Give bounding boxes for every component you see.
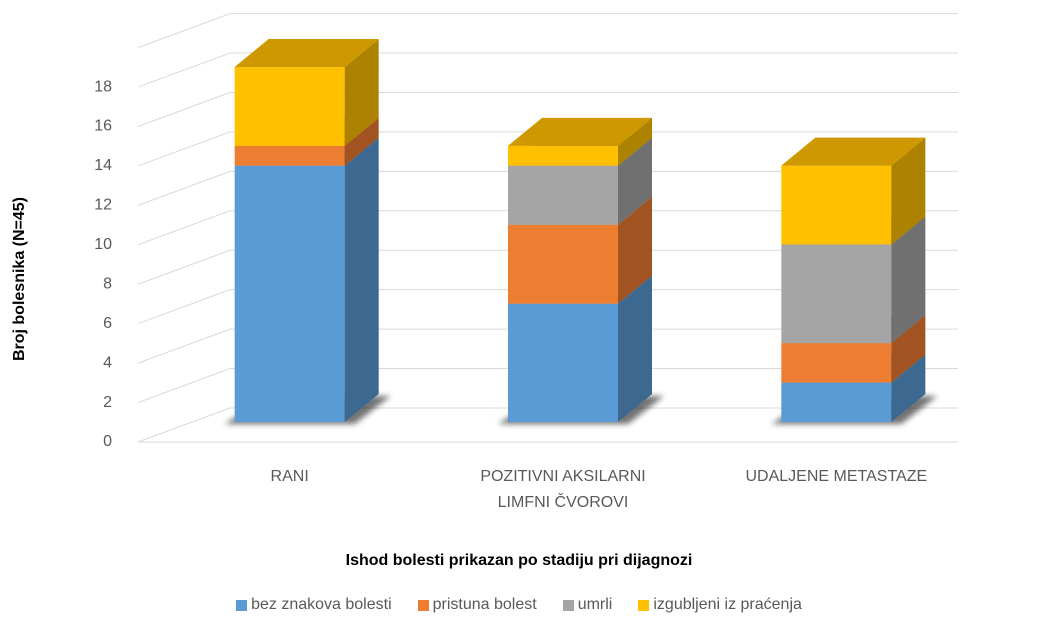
grid-line — [137, 289, 958, 325]
bar-side-shade — [344, 117, 379, 166]
bar-top — [234, 39, 379, 68]
bar — [508, 303, 618, 422]
y-tick-label: 10 — [94, 236, 112, 253]
bar-side-shade — [891, 354, 926, 422]
legend-label: izgubljeni iz praćenja — [653, 596, 802, 613]
bar — [508, 145, 618, 166]
bar-side — [891, 137, 926, 245]
bar-side-shade — [618, 117, 652, 166]
bar-top-shade — [781, 137, 926, 166]
bar-side — [344, 137, 379, 422]
y-tick-label: 8 — [103, 275, 112, 292]
bar-side — [618, 137, 652, 225]
grid-line — [137, 131, 958, 167]
bar — [781, 165, 892, 245]
bar — [234, 67, 345, 146]
bar-side-shade — [618, 196, 652, 304]
grid-line — [137, 407, 958, 443]
y-tick-label: 16 — [94, 118, 112, 135]
legend-item: umrli — [562, 596, 613, 614]
bar — [781, 343, 892, 383]
legend-swatch — [417, 599, 429, 611]
bar-side-shade — [618, 137, 652, 225]
y-tick-label: 18 — [94, 78, 112, 95]
bar-side — [618, 275, 652, 422]
grid-line — [137, 249, 958, 285]
legend-swatch — [638, 599, 650, 611]
legend-item: pristuna bolest — [417, 596, 537, 614]
bar — [508, 165, 618, 225]
legend: bez znakova bolesti pristuna bolest umrli i… — [0, 596, 1038, 614]
legend-label: umrli — [577, 596, 613, 613]
grid-line — [137, 368, 958, 404]
grid-line — [137, 91, 958, 127]
x-tick-label: POZITIVNI AKSILARNI LIMFNI ČVOROVI — [480, 468, 646, 511]
x-tick-label: RANI — [270, 468, 309, 485]
bar-side-shade — [618, 275, 652, 422]
bar-side — [891, 354, 926, 422]
legend-swatch — [562, 599, 574, 611]
bar-top — [508, 117, 652, 146]
bar-top — [781, 137, 926, 166]
bar-side — [891, 216, 926, 344]
y-tick-label: 0 — [103, 433, 112, 450]
bar — [234, 145, 345, 166]
bar — [781, 382, 892, 422]
legend-label: pristuna bolest — [432, 596, 537, 613]
legend-swatch — [236, 599, 248, 611]
bar-side-shade — [891, 315, 926, 383]
bar-side-shade — [344, 39, 379, 146]
bar-side — [618, 196, 652, 304]
bar-side — [618, 117, 652, 166]
bar — [508, 224, 618, 304]
legend-item: izgubljeni iz praćenja — [638, 596, 802, 614]
grid-line — [137, 170, 958, 206]
y-tick-label: 12 — [94, 197, 112, 214]
bar-top-shade — [234, 39, 379, 68]
bar-top-shade — [508, 117, 652, 146]
bar-side — [891, 315, 926, 383]
bar-side — [344, 39, 379, 146]
bar-side — [344, 117, 379, 166]
y-axis-title: Broj bolesnika (N=45) — [11, 196, 28, 362]
grid-line — [137, 328, 958, 364]
bar-side-shade — [891, 216, 926, 344]
x-tick-label: UDALJENE METASTAZE — [745, 468, 928, 485]
legend-item: bez znakova bolesti — [236, 596, 392, 614]
bar-side-shade — [891, 137, 926, 245]
y-tick-label: 14 — [94, 157, 112, 174]
bar — [781, 244, 892, 344]
bar — [234, 165, 345, 422]
bar-side-shade — [344, 137, 379, 422]
x-axis-title: Ishod bolesti prikazan po stadiju pri di… — [345, 552, 693, 569]
y-tick-label: 4 — [103, 354, 112, 371]
grid-line — [137, 210, 958, 246]
grid-line — [137, 13, 958, 49]
y-tick-label: 2 — [103, 394, 112, 411]
y-tick-label: 6 — [103, 315, 112, 332]
legend-label: bez znakova bolesti — [251, 596, 392, 613]
grid-line — [137, 52, 958, 88]
